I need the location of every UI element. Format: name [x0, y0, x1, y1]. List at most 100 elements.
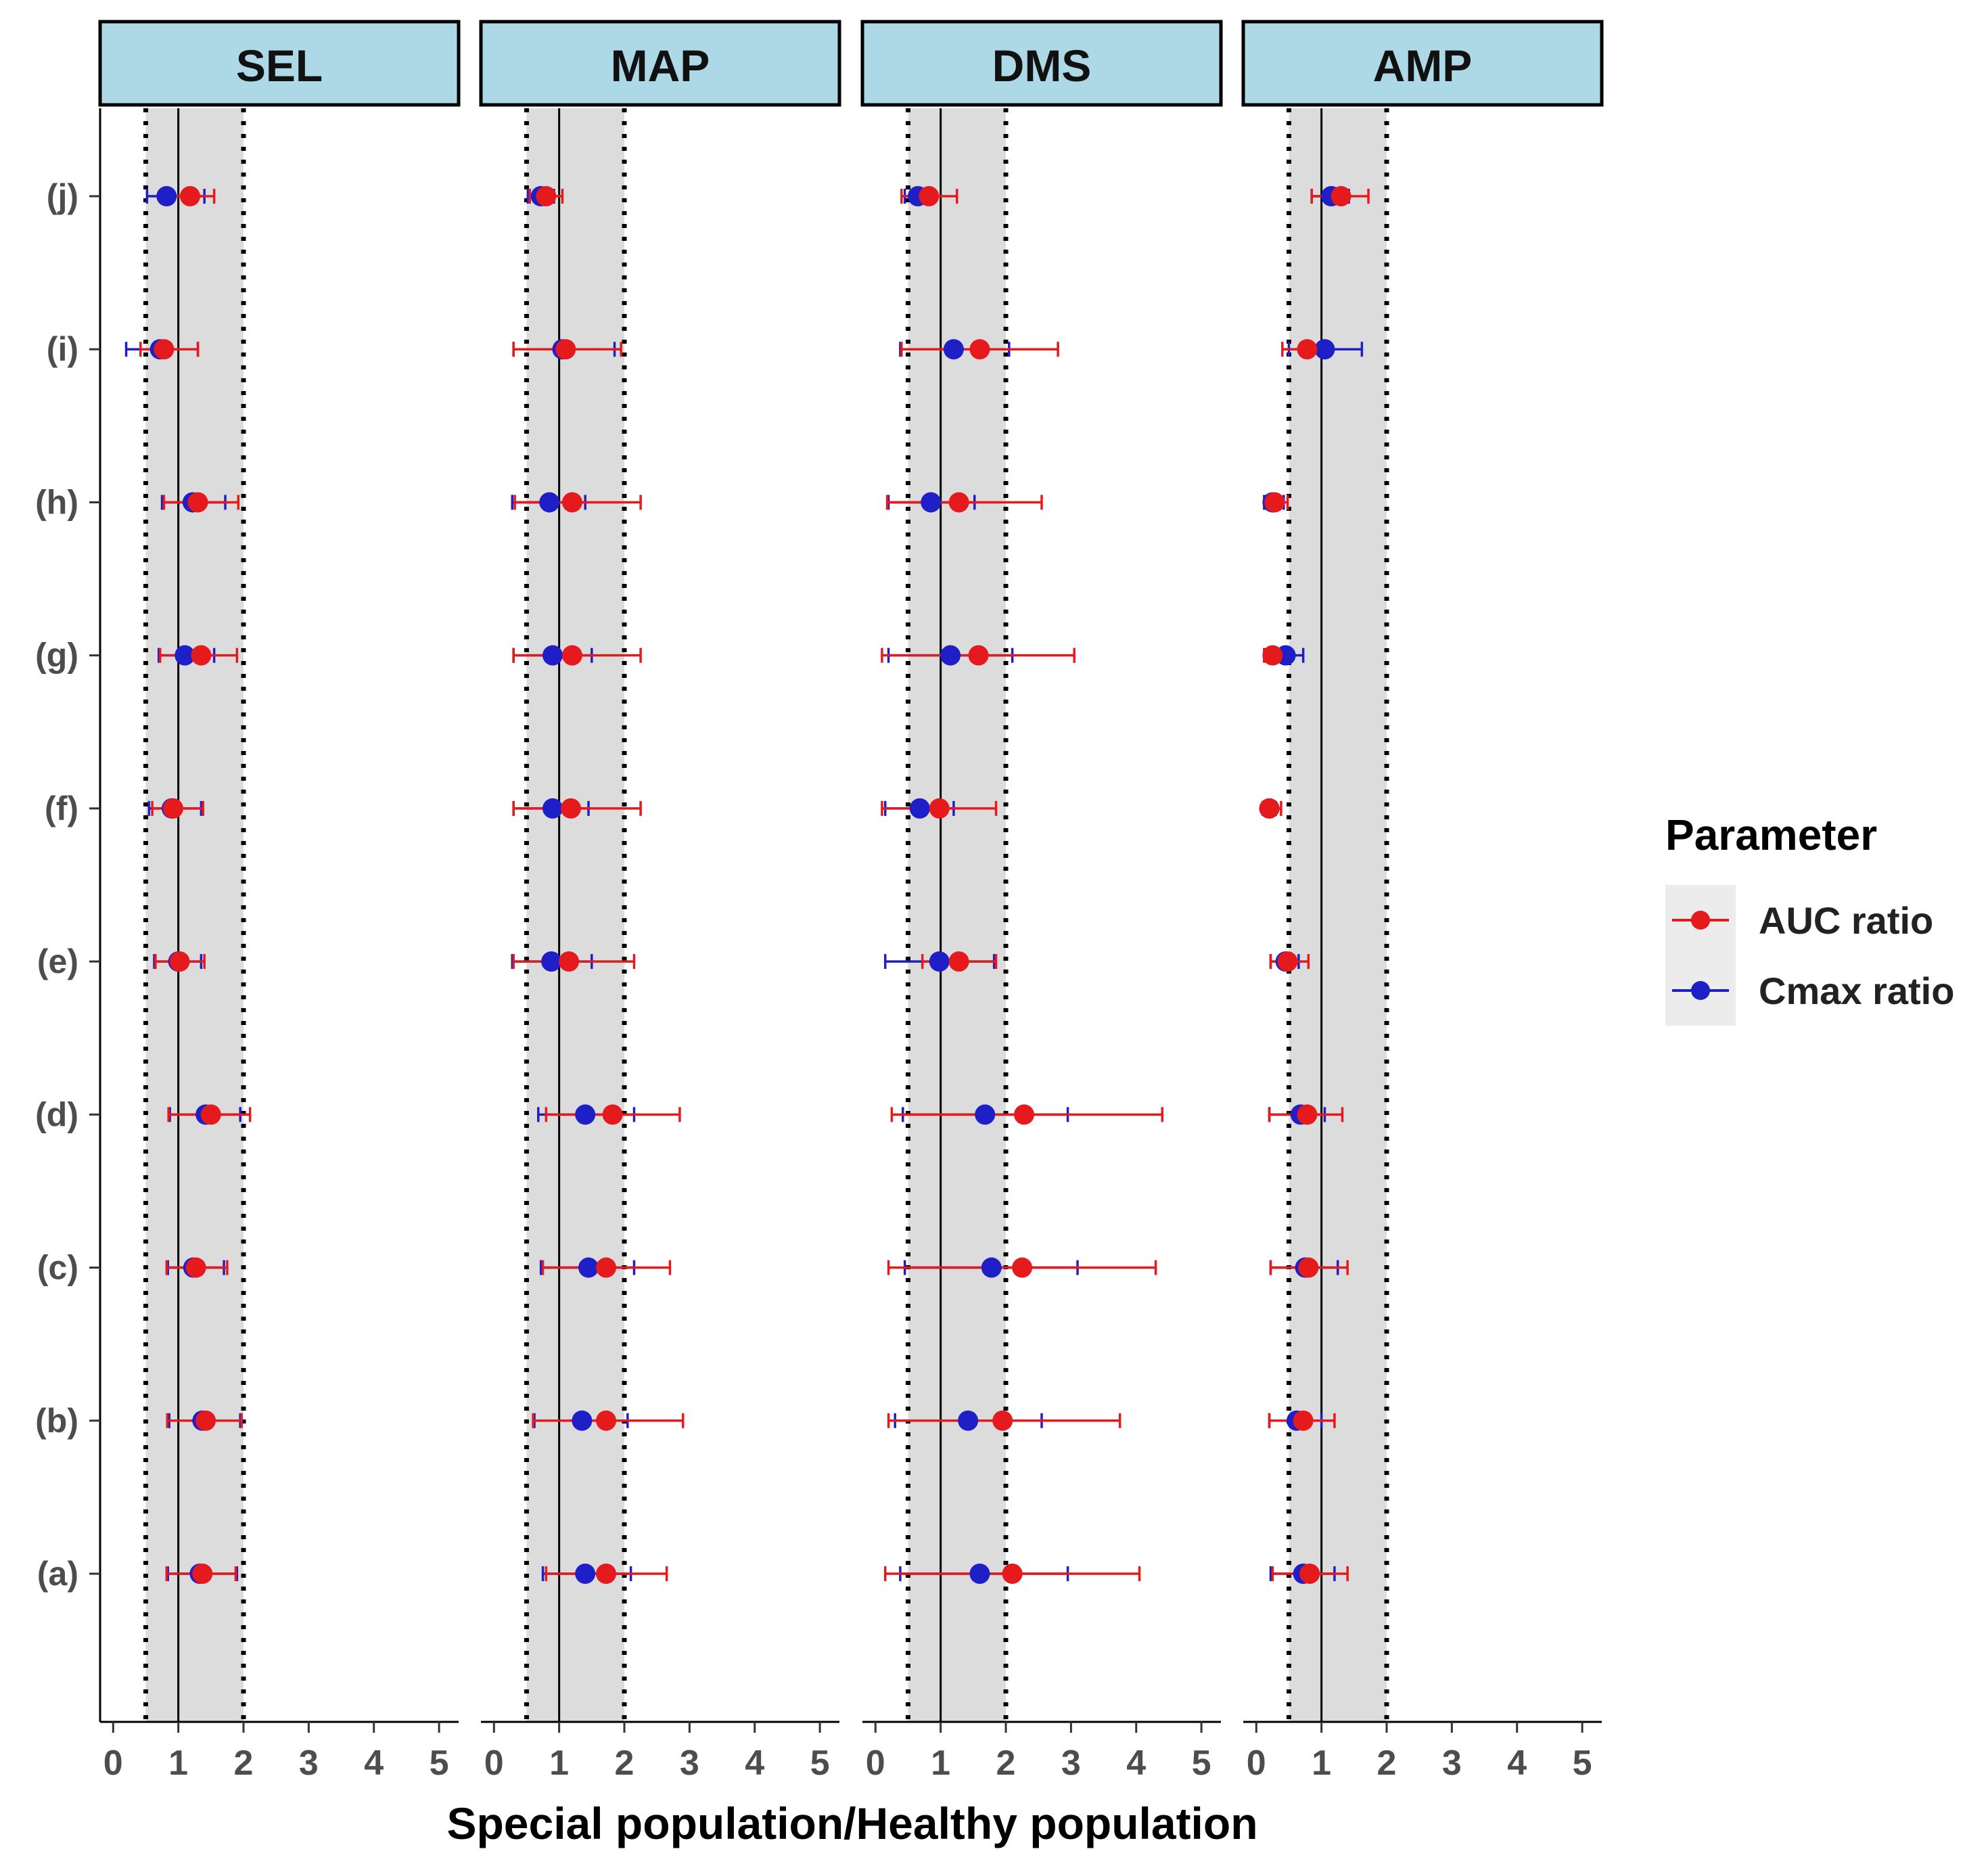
x-tick-label: 3 — [1061, 1744, 1081, 1783]
legend-key-marker — [1691, 981, 1710, 1000]
data-point — [958, 1410, 979, 1431]
data-point — [542, 645, 563, 666]
shaded-range — [908, 108, 1006, 1722]
data-point — [561, 645, 582, 666]
data-point — [542, 798, 563, 819]
x-tick-label: 5 — [430, 1744, 449, 1783]
data-point — [555, 339, 576, 360]
legend-label: AUC ratio — [1759, 899, 1933, 942]
data-point — [575, 1564, 596, 1584]
x-axis-title: Special population/Healthy population — [446, 1798, 1257, 1848]
data-point — [602, 1104, 623, 1125]
data-point — [539, 492, 560, 513]
data-point — [909, 798, 930, 819]
data-point — [575, 1104, 596, 1125]
data-point — [169, 951, 190, 972]
panel-strip — [98, 20, 461, 107]
panel-strip — [1241, 20, 1604, 107]
data-point — [1013, 1104, 1034, 1125]
data-point — [572, 1410, 593, 1431]
data-point — [191, 645, 212, 666]
y-tick-label: (a) — [37, 1555, 78, 1593]
data-point — [921, 492, 942, 513]
data-point — [1331, 186, 1351, 206]
panel-strip — [479, 20, 841, 107]
x-tick-label: 0 — [1247, 1744, 1266, 1783]
legend-key-marker — [1691, 911, 1710, 930]
series-points-auc-ratio — [154, 186, 221, 1584]
data-point — [1297, 1104, 1318, 1125]
data-point — [154, 339, 175, 360]
data-point — [162, 798, 183, 819]
data-point — [175, 645, 195, 666]
series-points-auc-ratio — [1259, 186, 1351, 1584]
data-point — [536, 186, 557, 206]
x-tick-label: 5 — [1192, 1744, 1211, 1783]
data-point — [1299, 1564, 1320, 1584]
x-tick-label: 4 — [364, 1744, 384, 1783]
legend-title: Parameter — [1665, 811, 1877, 859]
data-point — [1002, 1564, 1023, 1584]
data-point — [1262, 645, 1283, 666]
data-point — [561, 492, 582, 513]
data-point — [929, 798, 950, 819]
x-tick-label: 0 — [103, 1744, 123, 1783]
y-axis: (a) (b) (c) (d) (e) (f) (g) (h) (i) (j) — [35, 108, 101, 1722]
data-point — [596, 1410, 617, 1431]
data-point — [596, 1257, 617, 1278]
y-tick-label: (g) — [35, 637, 78, 675]
x-tick-label: 1 — [549, 1744, 569, 1783]
x-tick-label: 2 — [234, 1744, 254, 1783]
data-point — [969, 339, 990, 360]
data-point — [1297, 339, 1318, 360]
panels-layer: SEL 0 1 2 3 4 5 MAP 0 1 2 3 4 5 DMS 0 1 2 3 4 5 AMP 0 1 2 3 4 5 — [98, 20, 1604, 1783]
panel-strip-title: AMP — [1373, 41, 1473, 91]
data-point — [187, 492, 208, 513]
data-point — [1277, 951, 1298, 972]
panel-strip-title: SEL — [236, 41, 323, 91]
x-tick-label: 4 — [1507, 1744, 1527, 1783]
data-point — [179, 186, 200, 206]
data-point — [596, 1564, 617, 1584]
data-point — [192, 1564, 213, 1584]
y-tick-label: (f) — [45, 790, 78, 827]
data-point — [560, 798, 581, 819]
y-tick-label: (j) — [47, 177, 78, 215]
data-point — [919, 186, 940, 206]
panel-dms: DMS 0 1 2 3 4 5 — [860, 20, 1223, 1783]
x-tick-label: 2 — [996, 1744, 1016, 1783]
x-tick-label: 5 — [810, 1744, 830, 1783]
y-tick-label: (d) — [35, 1095, 78, 1133]
y-tick-label: (b) — [35, 1402, 78, 1440]
y-tick-label: (c) — [37, 1249, 78, 1287]
shaded-range — [145, 108, 244, 1722]
x-tick-label: 3 — [680, 1744, 699, 1783]
data-point — [1314, 339, 1335, 360]
data-point — [969, 1564, 990, 1584]
data-point — [940, 645, 961, 666]
panel-map: MAP 0 1 2 3 4 5 — [479, 20, 841, 1783]
panel-strip-title: DMS — [992, 41, 1092, 91]
data-point — [1298, 1257, 1319, 1278]
x-tick-label: 1 — [168, 1744, 188, 1783]
panel-strip-title: MAP — [611, 41, 710, 91]
data-point — [195, 1410, 216, 1431]
shaded-range — [1289, 108, 1387, 1722]
x-tick-label: 4 — [745, 1744, 764, 1783]
data-point — [968, 645, 989, 666]
data-point — [1259, 798, 1280, 819]
data-point — [541, 951, 562, 972]
y-tick-label: (e) — [37, 942, 78, 980]
y-tick-label: (i) — [47, 330, 78, 368]
data-point — [200, 1104, 221, 1125]
shaded-range — [526, 108, 624, 1722]
panel-amp: AMP 0 1 2 3 4 5 — [1241, 20, 1604, 1783]
x-tick-label: 0 — [484, 1744, 504, 1783]
data-point — [1293, 1410, 1314, 1431]
x-tick-label: 2 — [1377, 1744, 1397, 1783]
data-point — [1012, 1257, 1033, 1278]
data-point — [1264, 492, 1285, 513]
data-point — [156, 186, 177, 206]
data-point — [975, 1104, 996, 1125]
